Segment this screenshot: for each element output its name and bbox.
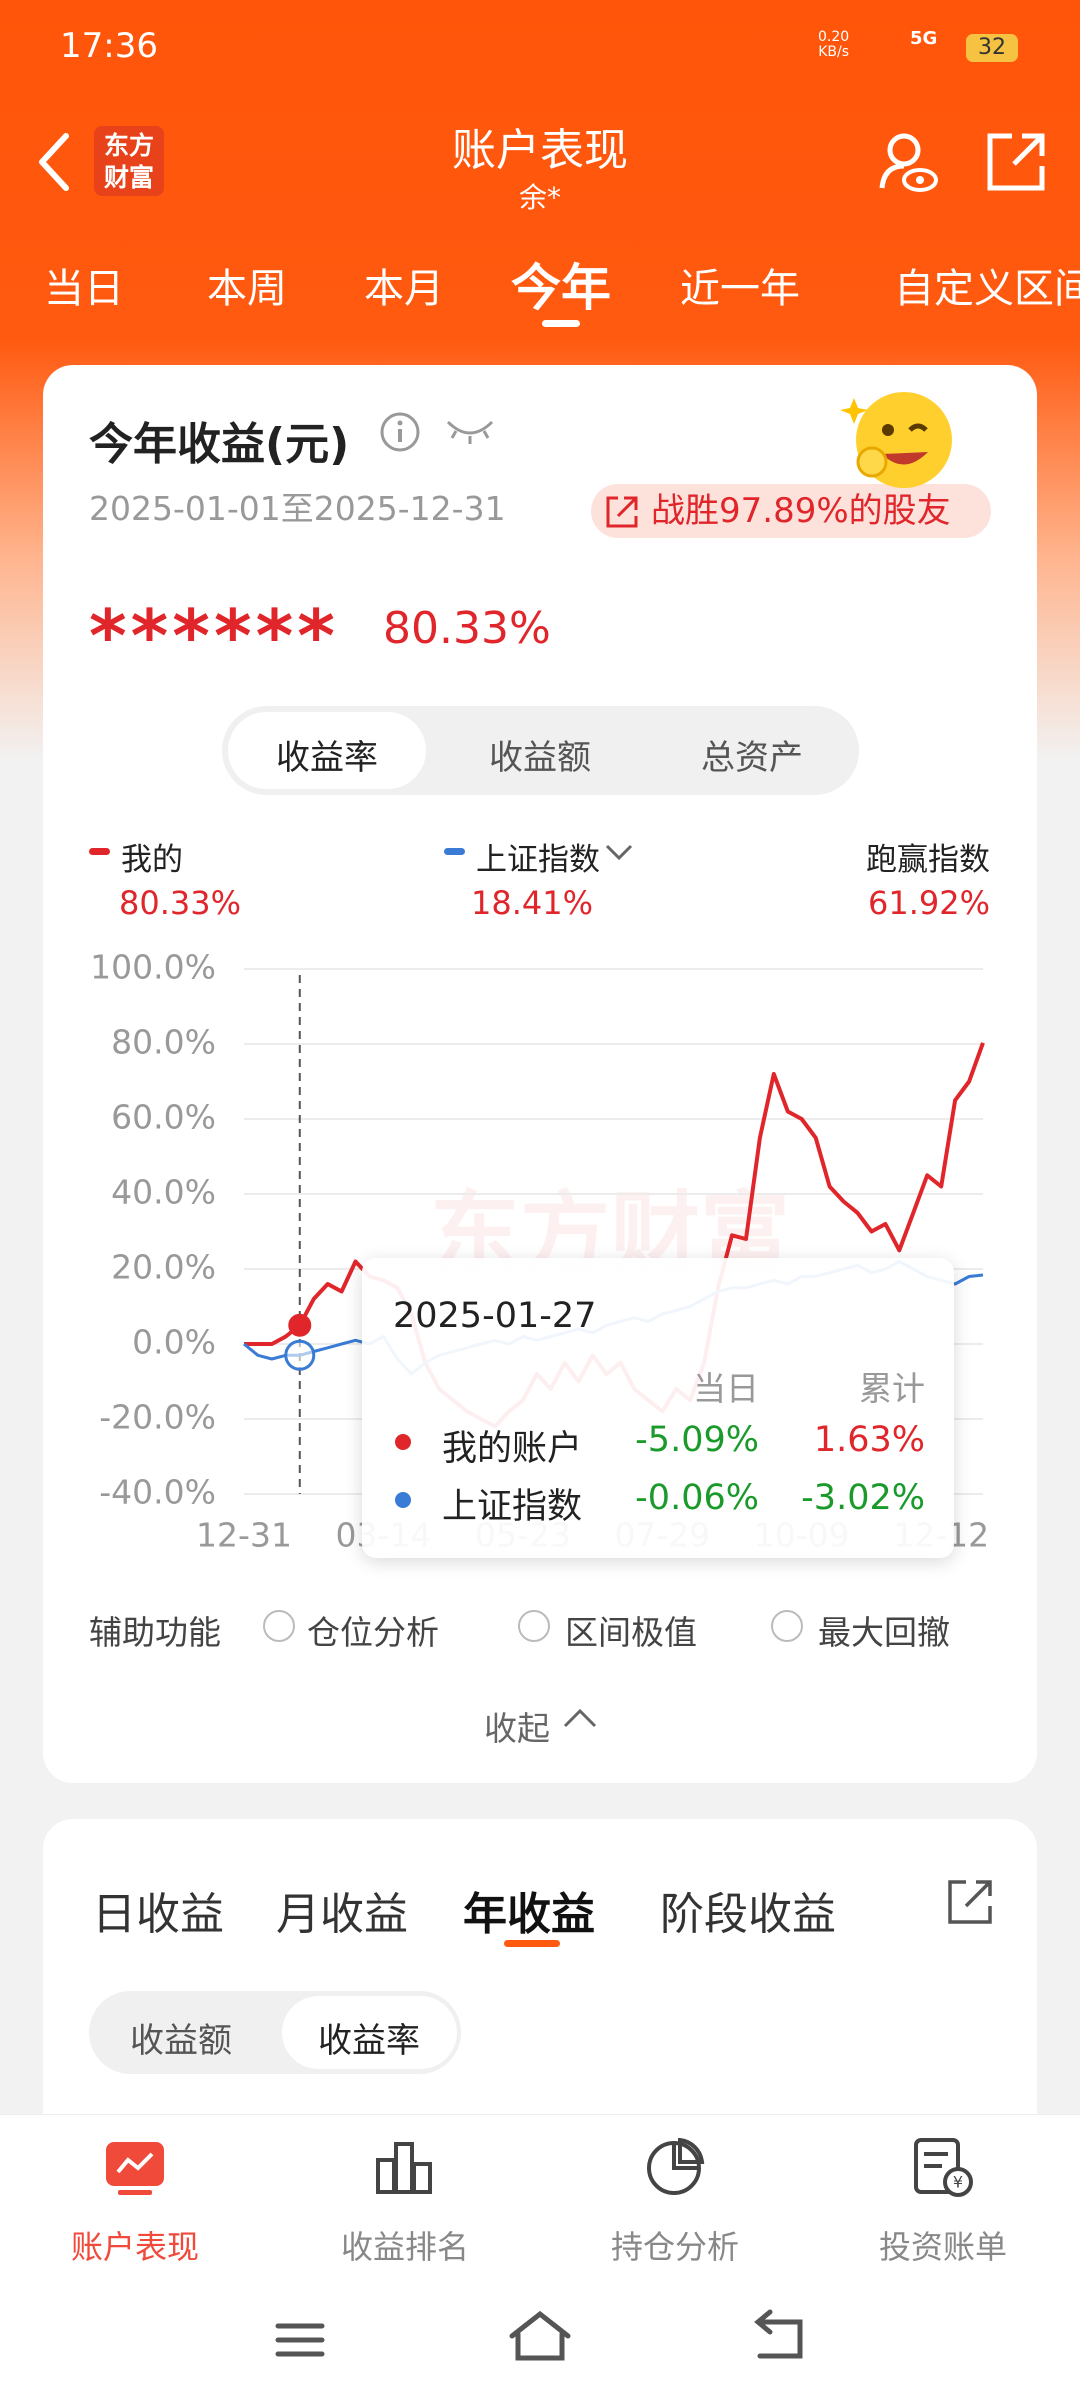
tooltip-header: 当日 [693, 1369, 759, 1408]
logo: 东方 财富 [94, 126, 164, 196]
info-icon[interactable] [378, 410, 422, 454]
back-button[interactable] [34, 130, 74, 194]
legend-value: 18.41% [470, 884, 594, 922]
nav-icon[interactable]: ¥ [912, 2136, 974, 2198]
y-tick-label: 0.0% [132, 1323, 216, 1362]
status-time: 17:36 [60, 26, 158, 66]
y-tick-label: -40.0% [99, 1473, 216, 1512]
income-indicator [504, 1940, 560, 1947]
system-nav [275, 2309, 803, 2361]
tooltip-dot [395, 1492, 411, 1508]
page-title: 账户表现 [452, 125, 628, 176]
hover-point [284, 1339, 316, 1371]
battery: 32 [966, 34, 1018, 62]
legend-swatch [444, 848, 465, 855]
tooltip-value: -5.09% [635, 1420, 759, 1460]
menu-button[interactable] [275, 2323, 325, 2357]
legend-name[interactable]: 上证指数 [476, 842, 600, 878]
tab[interactable]: 本周 [207, 266, 287, 312]
tab-active[interactable]: 今年 [511, 259, 611, 317]
collapse[interactable]: 收起 [484, 1709, 550, 1748]
legend-name: 跑赢指数 [866, 842, 990, 878]
tab[interactable]: 当日 [44, 266, 124, 312]
collapse-arrow[interactable] [562, 1706, 598, 1730]
masked-amount: ****** [89, 594, 339, 678]
rank-badge[interactable]: 战胜97.89%的股友 [591, 484, 991, 538]
income-segment-option[interactable]: 收益率 [318, 2021, 420, 2061]
home-button[interactable] [509, 2310, 571, 2361]
legend-value: 61.92% [867, 884, 990, 922]
period-tabs: 当日 本周 本月 今年 近一年 自定义区间 [0, 256, 1080, 326]
y-tick-label: -20.0% [99, 1398, 216, 1437]
tab[interactable]: 本月 [364, 266, 444, 312]
nav-icon[interactable] [374, 2138, 436, 2196]
summary-title: 今年收益(元) [89, 419, 350, 470]
legend-value: 80.33% [118, 884, 242, 922]
radio[interactable] [518, 1610, 550, 1642]
status-speed: 0.20 KB/s [818, 29, 850, 60]
badge-icon [606, 496, 638, 528]
segment[interactable]: 总资产 [701, 738, 803, 778]
legend-name: 我的 [121, 842, 183, 878]
aux-option[interactable]: 仓位分析 [307, 1613, 439, 1652]
dropdown-arrow[interactable] [604, 842, 634, 862]
user-icon[interactable] [876, 130, 940, 194]
income-segment-selected [282, 1996, 457, 2069]
aux-option[interactable]: 区间极值 [565, 1613, 697, 1652]
tooltip [362, 1258, 954, 1558]
yen-symbol: ¥ [953, 2173, 963, 2192]
nav-label[interactable]: 投资账单 [878, 2228, 1008, 2266]
aux-label: 辅助功能 [89, 1613, 221, 1652]
hover-point [288, 1313, 312, 1337]
income-tab[interactable]: 月收益 [276, 1889, 408, 1940]
tooltip-name: 我的账户 [442, 1429, 583, 1469]
share-icon[interactable] [984, 130, 1048, 194]
tooltip-dot [395, 1434, 411, 1450]
tooltip-name: 上证指数 [442, 1487, 583, 1527]
tooltip-date: 2025-01-27 [393, 1296, 597, 1336]
nav-icon[interactable] [644, 2138, 706, 2196]
legend-swatch [89, 848, 110, 855]
radio[interactable] [263, 1610, 295, 1642]
income-tab-active[interactable]: 年收益 [463, 1889, 595, 1940]
segment[interactable]: 收益额 [489, 738, 591, 778]
income-tab[interactable]: 阶段收益 [660, 1889, 836, 1940]
tooltip-value: -3.02% [801, 1478, 925, 1518]
nav-icon[interactable] [104, 2138, 166, 2196]
rate: 80.33% [383, 603, 551, 654]
nav-label[interactable]: 收益排名 [340, 2228, 470, 2266]
y-tick-label: 20.0% [111, 1248, 216, 1287]
date-range: 2025-01-01至2025-12-31 [89, 489, 506, 528]
status-network: 5G [910, 28, 938, 49]
tab[interactable]: 近一年 [680, 266, 800, 312]
hide-icon[interactable] [444, 414, 496, 448]
y-tick-label: 40.0% [111, 1173, 216, 1212]
tooltip-value: -0.06% [635, 1478, 759, 1518]
y-tick-label: 80.0% [111, 1023, 216, 1062]
segment[interactable]: 收益率 [276, 738, 378, 778]
tab[interactable]: 自定义区间 [894, 266, 1080, 312]
aux-option[interactable]: 最大回撤 [818, 1613, 950, 1652]
income-share-icon[interactable] [944, 1876, 996, 1928]
emoji [840, 392, 952, 488]
y-tick-label: 100.0% [90, 948, 216, 987]
radio[interactable] [771, 1610, 803, 1642]
tooltip-value: 1.63% [813, 1420, 925, 1460]
x-tick-label: 12-31 [196, 1516, 292, 1555]
back-nav-button[interactable] [754, 2309, 803, 2359]
income-tab[interactable]: 日收益 [92, 1889, 224, 1940]
nav-label-active[interactable]: 账户表现 [70, 2228, 200, 2266]
page-subtitle: 余* [518, 181, 562, 214]
tooltip-header: 累计 [859, 1369, 925, 1408]
tab-indicator [542, 320, 580, 327]
y-tick-label: 60.0% [111, 1098, 216, 1137]
nav-label[interactable]: 持仓分析 [610, 2228, 740, 2266]
income-segment-option[interactable]: 收益额 [130, 2021, 232, 2061]
segment-selected [228, 712, 426, 789]
